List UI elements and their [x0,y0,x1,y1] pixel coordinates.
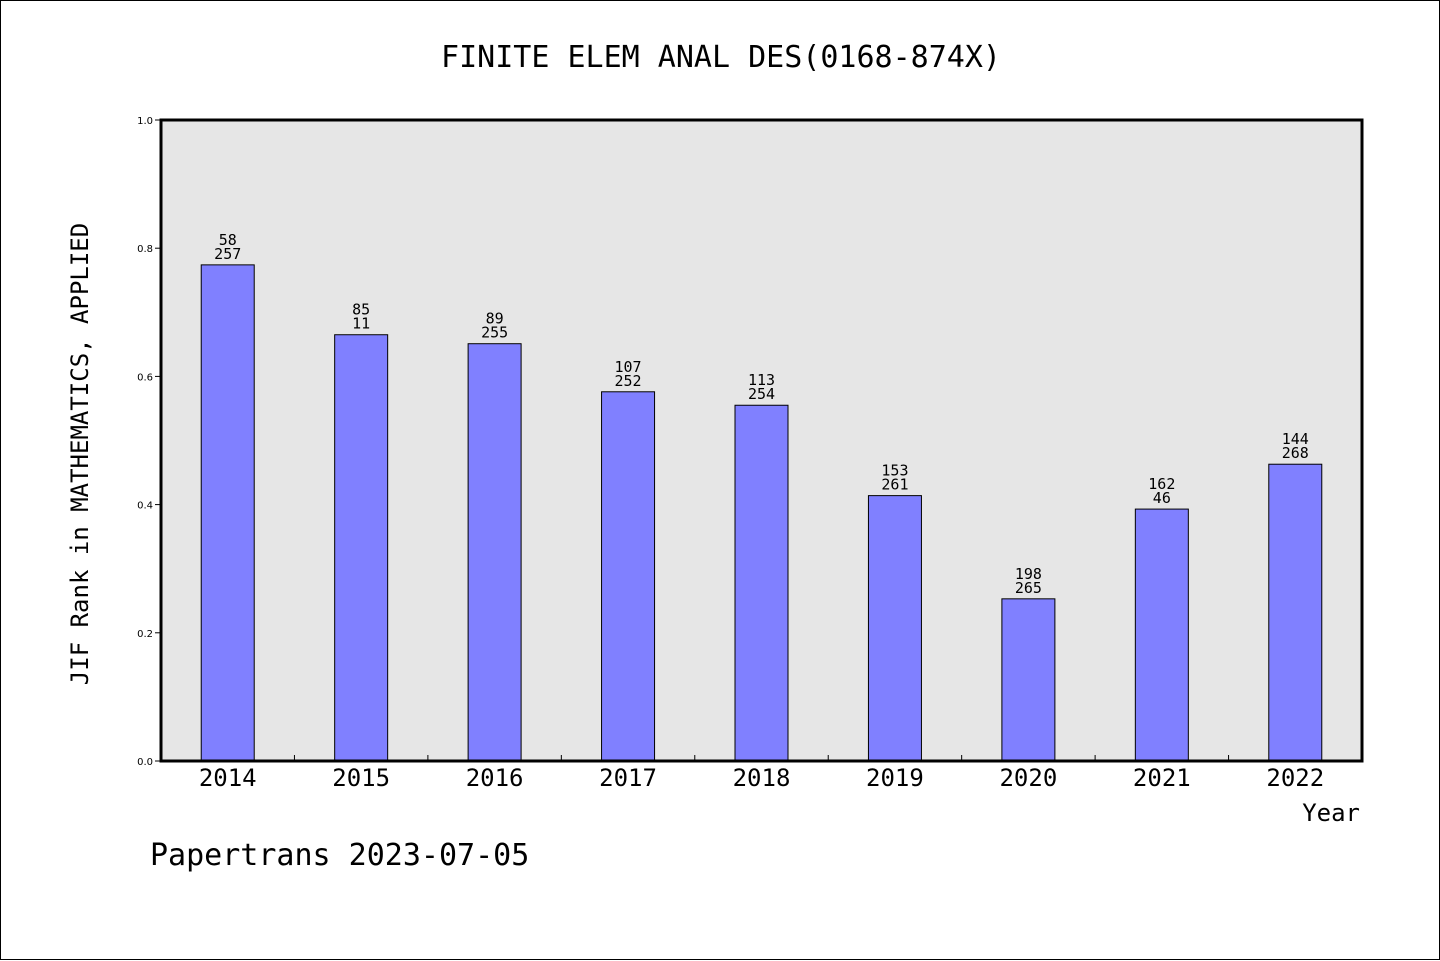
bar-2022 [1268,463,1323,762]
x-axis: 2014 2015 2016 2017 2018 2019 2020 2021 2022 [199,755,1324,792]
y-tick-label: 0.4 [137,501,153,512]
bar-total-label: 255 [481,324,508,342]
bar-2017 [601,391,656,762]
bar-2014 [200,264,255,762]
bar-2016 [467,343,522,762]
y-axis-title: JIF Rank in MATHEMATICS, APPLIED [66,223,94,685]
y-tick-label: 0.6 [137,372,153,383]
bar-rank-label: 58 [219,231,237,249]
x-tick-label: 2020 [999,764,1057,792]
bar-total-label: 11 [352,315,370,333]
bar-2015 [334,334,389,762]
bar-2020 [1001,598,1056,762]
bar-total-label: 265 [1015,579,1042,597]
y-axis: 0.0 0.2 0.4 0.6 0.8 1.0 [137,116,161,768]
bar-2019 [867,495,922,762]
footer-text: Papertrans 2023-07-05 [150,838,529,873]
bar-total-label: 257 [214,245,241,263]
bar-rank-label: 107 [615,358,642,376]
x-tick-label: 2015 [332,764,390,792]
bar-total-label: 268 [1282,444,1309,462]
plot-border [159,118,1364,763]
x-tick-label: 2016 [466,764,524,792]
x-tick-label: 2018 [733,764,791,792]
bar-rank-label: 153 [881,462,908,480]
x-tick-label: 2014 [199,764,257,792]
x-tick-label: 2022 [1266,764,1324,792]
y-tick-label: 0.2 [137,629,153,640]
bar-rank-label: 113 [748,371,775,389]
x-axis-title: Year [1302,799,1360,827]
bar-total-label: 252 [615,372,642,390]
bar-2021 [1134,508,1189,762]
y-tick-label: 0.8 [137,244,153,255]
bar-total-label: 254 [748,385,775,403]
bar-rank-label: 144 [1282,430,1309,448]
bars [200,264,1323,762]
x-tick-label: 2019 [866,764,924,792]
chart-title: FINITE ELEM ANAL DES(0168-874X) [441,40,1001,75]
bar-rank-label: 89 [486,310,504,328]
bar-rank-label: 198 [1015,565,1042,583]
x-tick-label: 2021 [1133,764,1191,792]
x-tick-label: 2017 [599,764,657,792]
bar-rank-label: 85 [352,301,370,319]
bar-total-label: 261 [881,476,908,494]
bar-total-label: 46 [1153,489,1171,507]
y-tick-label: 1.0 [137,116,153,127]
y-tick-label: 0.0 [137,757,153,768]
bar-rank-label: 162 [1148,475,1175,493]
bar-2018 [734,404,789,762]
